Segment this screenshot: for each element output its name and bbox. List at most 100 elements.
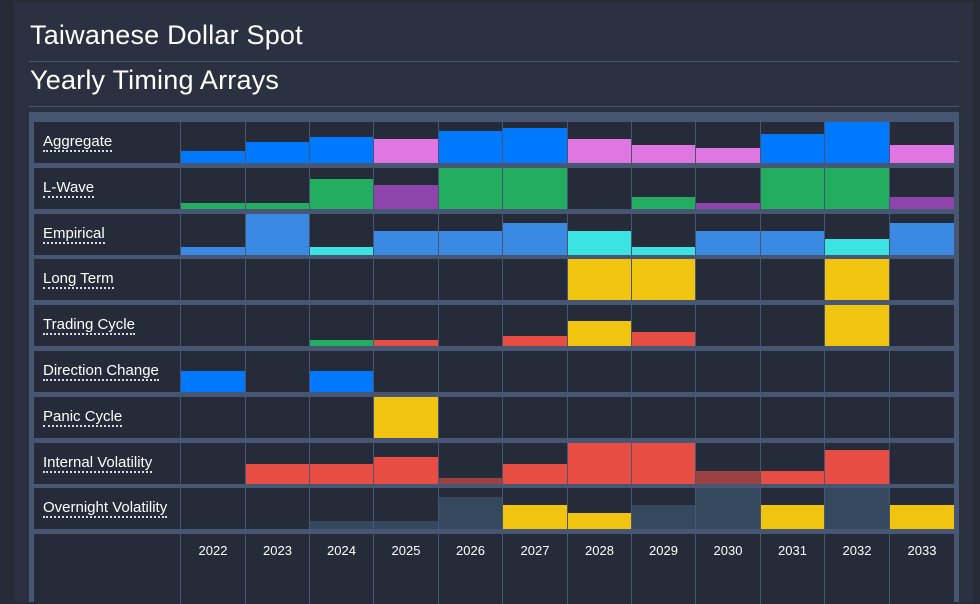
array-cell (890, 488, 954, 529)
array-cell (374, 214, 439, 255)
array-cell (181, 259, 246, 300)
array-cell (568, 488, 632, 529)
array-cell (310, 305, 374, 346)
row-label-link[interactable]: Internal Volatility (43, 454, 153, 473)
value-bar (632, 259, 695, 300)
array-cell (246, 488, 310, 529)
array-cell (632, 214, 696, 255)
value-bar (374, 139, 438, 163)
row-label: Trading Cycle (34, 305, 181, 346)
value-bar (825, 259, 889, 300)
value-bar (503, 336, 567, 346)
array-cell (310, 488, 374, 529)
row-label-link[interactable]: Aggregate (43, 133, 113, 152)
value-bar (181, 203, 245, 209)
array-cell (696, 122, 761, 163)
array-cell (439, 351, 503, 392)
year-label: 2023 (263, 543, 292, 558)
row-label-link[interactable]: Overnight Volatility (43, 499, 168, 518)
array-cell (439, 122, 503, 163)
value-bar (632, 332, 695, 346)
array-cell (374, 351, 439, 392)
array-cell (696, 168, 761, 209)
array-cell (825, 488, 890, 529)
array-cell (503, 259, 568, 300)
row-label-link[interactable]: L-Wave (43, 179, 95, 198)
value-bar (439, 168, 502, 209)
year-column-header: 2031 (761, 534, 825, 604)
value-bar (825, 450, 889, 484)
value-bar (825, 305, 889, 346)
array-cell (890, 443, 954, 484)
value-bar (632, 505, 695, 529)
value-bar (825, 122, 889, 163)
year-column-header: 2023 (246, 534, 310, 604)
array-cell (310, 351, 374, 392)
value-bar (374, 457, 438, 484)
year-label: 2031 (778, 543, 807, 558)
value-bar (568, 139, 631, 163)
array-cell (761, 168, 825, 209)
row-label-link[interactable]: Long Term (43, 270, 114, 289)
array-row: Empirical (34, 214, 954, 255)
array-cell (503, 351, 568, 392)
array-cell (181, 168, 246, 209)
array-cell (310, 122, 374, 163)
array-cell (890, 168, 954, 209)
value-bar (568, 259, 631, 300)
value-bar (761, 231, 824, 255)
array-cell (503, 214, 568, 255)
array-cell (890, 351, 954, 392)
array-cell (761, 443, 825, 484)
title-divider (29, 61, 959, 62)
year-label: 2024 (327, 543, 356, 558)
row-label-link[interactable]: Direction Change (43, 362, 159, 381)
year-column-header: 2024 (310, 534, 374, 604)
array-cell (825, 214, 890, 255)
value-bar (439, 131, 502, 163)
array-cell (310, 443, 374, 484)
array-cell (632, 351, 696, 392)
year-column-header: 2026 (439, 534, 503, 604)
array-cell (439, 443, 503, 484)
value-bar (696, 471, 760, 484)
axis-corner (34, 534, 181, 604)
array-cell (246, 168, 310, 209)
array-cell (181, 122, 246, 163)
value-bar (374, 521, 438, 529)
array-cell (503, 305, 568, 346)
array-row: Panic Cycle (34, 397, 954, 438)
value-bar (568, 321, 631, 346)
value-bar (181, 371, 245, 392)
array-row: Internal Volatility (34, 443, 954, 484)
value-bar (632, 443, 695, 484)
array-cell (246, 259, 310, 300)
value-bar (439, 497, 502, 529)
array-cell (310, 397, 374, 438)
array-cell (761, 488, 825, 529)
row-label: Direction Change (34, 351, 181, 392)
array-cell (890, 305, 954, 346)
value-bar (696, 148, 760, 163)
row-label-link[interactable]: Empirical (43, 225, 105, 244)
array-cell (246, 122, 310, 163)
row-label: Long Term (34, 259, 181, 300)
array-cell (825, 259, 890, 300)
array-cell (439, 214, 503, 255)
year-axis: 2022 2023 2024 2025 2026 2027 2028 2029 2030 2031… (34, 534, 954, 604)
array-cell (246, 397, 310, 438)
array-cell (374, 168, 439, 209)
section-divider (29, 106, 959, 107)
array-cell (632, 259, 696, 300)
array-cell (439, 397, 503, 438)
row-label-link[interactable]: Panic Cycle (43, 408, 123, 427)
array-cell (761, 351, 825, 392)
year-column-header: 2022 (181, 534, 246, 604)
array-cell (181, 351, 246, 392)
value-bar (890, 505, 954, 529)
row-label-link[interactable]: Trading Cycle (43, 316, 135, 335)
array-cell (632, 397, 696, 438)
year-column-header: 2025 (374, 534, 439, 604)
value-bar (246, 214, 309, 255)
value-bar (310, 371, 373, 392)
